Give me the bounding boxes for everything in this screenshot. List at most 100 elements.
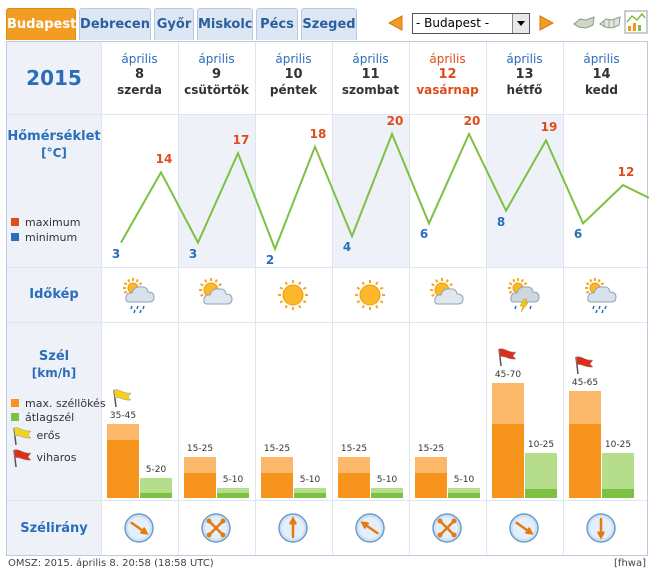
wind-title: Szél [km/h] <box>7 348 101 382</box>
wind-variable-icon <box>201 513 231 543</box>
avg-label: 10-25 <box>527 439 555 450</box>
city-select[interactable]: - Budapest - <box>412 13 530 34</box>
tab-debrecen[interactable]: Debrecen <box>79 8 151 40</box>
direction-title: Szélirány <box>7 520 101 537</box>
day-number: 10 <box>284 67 303 82</box>
temperature-title: Hőmérséklet [°C] <box>7 128 101 162</box>
gust-bar-base <box>415 473 447 498</box>
day-month: április <box>352 52 389 66</box>
gust-label: 15-25 <box>340 443 368 454</box>
day-number: 14 <box>592 67 611 82</box>
grid-vline <box>255 42 256 555</box>
avg-bar-base <box>525 488 557 498</box>
temp-max-label: 19 <box>540 120 558 135</box>
day-month: április <box>275 52 312 66</box>
temp-max-label: 20 <box>463 114 481 128</box>
prev-arrow-icon[interactable] <box>386 13 404 33</box>
day-header: április 8 szerda <box>101 52 178 97</box>
chart-icon[interactable] <box>624 10 648 34</box>
day-month: április <box>429 52 466 66</box>
gust-bar-base <box>338 473 370 498</box>
avg-bar-base <box>217 493 249 498</box>
day-header: április 11 szombat <box>332 52 409 97</box>
legend-average-swatch <box>11 413 19 421</box>
wind-variable-icon <box>432 513 462 543</box>
label-column <box>7 42 101 555</box>
city-select-value: - Budapest - <box>416 16 490 30</box>
tab-győr[interactable]: Győr <box>154 8 194 40</box>
gust-bar-base <box>184 473 216 498</box>
grid-vline <box>563 42 564 555</box>
gust-bar-base <box>107 440 139 498</box>
grid-vline <box>486 42 487 555</box>
legend-strong-label: erős <box>33 429 61 442</box>
stormy-flag-icon <box>575 356 594 374</box>
wind-south-arrow-icon <box>586 513 616 543</box>
grid-hline <box>7 114 647 115</box>
chevron-down-icon[interactable] <box>512 14 529 33</box>
day-weekday: kedd <box>585 83 618 97</box>
tab-szeged[interactable]: Szeged <box>301 8 357 40</box>
map-grid-icon[interactable] <box>598 10 622 34</box>
legend-average: átlagszél <box>11 411 74 424</box>
strong-flag-icon <box>113 389 132 407</box>
day-header: április 12 vasárnap <box>409 52 486 97</box>
tab-miskolc[interactable]: Miskolc <box>197 8 253 40</box>
avg-bar-base <box>448 493 480 498</box>
forecast-grid: 2015 április 8 szerda április 9 csütörtök ápril… <box>6 41 649 556</box>
day-weekday: hétfő <box>506 83 543 97</box>
day-number: 9 <box>211 67 222 82</box>
legend-average-label: átlagszél <box>25 411 75 424</box>
legend-stormy-label: viharos <box>33 451 77 464</box>
footer-timestamp: OMSZ: 2015. április 8. 20:58 (18:58 UTC) <box>8 558 214 569</box>
temp-max-label: 14 <box>155 152 173 167</box>
sun-cloud-icon <box>199 278 233 305</box>
legend-gust-swatch <box>11 399 19 407</box>
temperature-chart <box>120 131 649 252</box>
day-weekday: péntek <box>269 83 318 97</box>
avg-label: 5-10 <box>376 475 398 486</box>
legend-maximum-swatch <box>11 218 19 226</box>
gust-label: 15-25 <box>417 443 445 454</box>
temp-min-label: 6 <box>573 227 583 242</box>
temp-min-label: 8 <box>496 214 506 229</box>
day-header: április 14 kedd <box>563 52 640 97</box>
temperature-line <box>120 131 649 252</box>
year-label: 2015 <box>26 66 82 90</box>
temp-max-label: 17 <box>232 133 250 148</box>
temp-min-label: 6 <box>419 227 429 242</box>
next-arrow-icon[interactable] <box>538 13 556 33</box>
tab-pécs[interactable]: Pécs <box>256 8 298 40</box>
grid-vline <box>178 42 179 555</box>
avg-label: 5-10 <box>453 475 475 486</box>
map-icon[interactable] <box>572 10 596 34</box>
legend-minimum-swatch <box>11 233 19 241</box>
grid-hline <box>7 267 647 268</box>
day-number: 12 <box>438 67 457 82</box>
temperature-title-text: Hőmérséklet <box>7 129 101 144</box>
temp-min-label: 3 <box>188 246 198 261</box>
footer-tag: [fhwa] <box>614 558 646 569</box>
wind-north-arrow-icon <box>278 513 308 543</box>
avg-label: 5-10 <box>299 475 321 486</box>
day-header: április 13 hétfő <box>486 52 563 97</box>
avg-bar-base <box>371 493 403 498</box>
day-month: április <box>506 52 543 66</box>
gust-bar-base <box>261 473 293 498</box>
grid-vline <box>332 42 333 555</box>
day-number: 11 <box>361 67 380 82</box>
day-number: 13 <box>515 67 534 82</box>
avg-bar-range <box>140 478 172 498</box>
sky-title-text: Időkép <box>29 287 79 302</box>
legend-gust-label: max. széllökés <box>25 397 106 410</box>
avg-label: 10-25 <box>604 439 632 450</box>
avg-label: 5-10 <box>222 475 244 486</box>
avg-label: 5-20 <box>145 465 167 476</box>
avg-bar-base <box>294 493 326 498</box>
grid-hline <box>7 322 647 323</box>
grid-hline <box>7 500 647 501</box>
tab-budapest[interactable]: Budapest <box>6 8 76 40</box>
stormy-flag-icon <box>13 449 32 468</box>
avg-bar-base <box>602 488 634 498</box>
gust-label: 45-65 <box>571 377 599 388</box>
